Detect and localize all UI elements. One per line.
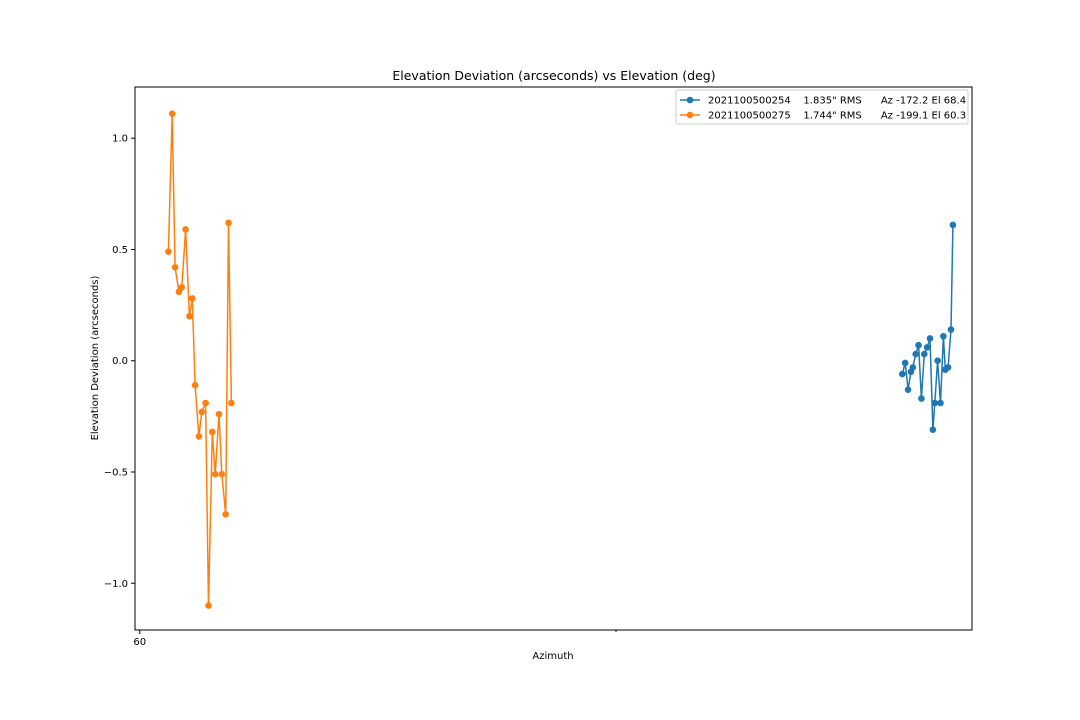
data-point: [198, 408, 206, 416]
data-point: [209, 428, 216, 436]
data-point: [171, 263, 179, 271]
legend-label: 2021100500254 1.835" RMS Az -172.2 El 68…: [708, 96, 966, 107]
data-point: [901, 359, 909, 367]
data-point: [182, 226, 189, 233]
data-point: [215, 410, 223, 418]
legend-entry: 2021100500254 1.835" RMS Az -172.2 El 68…: [680, 96, 966, 107]
y-tick-label: −1.0: [104, 579, 128, 590]
data-point: [912, 350, 919, 358]
chart-title: Elevation Deviation (arcseconds) vs Elev…: [392, 68, 715, 83]
y-tick-label: 0.0: [112, 356, 128, 367]
series-2: [165, 110, 235, 609]
y-axis-label: Elevation Deviation (arcseconds): [90, 275, 101, 440]
data-point: [918, 395, 925, 402]
axes-frame: [134, 86, 973, 631]
legend-label: 2021100500275 1.744" RMS Az -199.1 El 60…: [708, 111, 966, 122]
data-point: [168, 110, 176, 118]
data-point: [205, 602, 212, 609]
data-point: [940, 332, 947, 340]
data-point: [211, 470, 219, 478]
data-point: [923, 344, 931, 351]
plot-area: [165, 110, 957, 609]
data-point: [191, 381, 199, 389]
data-point: [225, 219, 232, 227]
data-point: [228, 399, 235, 407]
data-point: [934, 357, 941, 365]
y-axis: −1.0 −0.5 0.0 0.5 1.0: [104, 134, 135, 590]
x-axis: 60: [133, 630, 617, 648]
data-point: [949, 221, 957, 229]
x-tick-label: 60: [133, 637, 146, 648]
data-point: [929, 426, 937, 434]
series-1: [899, 221, 957, 434]
data-point: [899, 370, 906, 378]
data-point: [915, 341, 922, 349]
data-point: [188, 295, 196, 302]
data-point: [178, 283, 186, 291]
data-point: [909, 364, 917, 371]
data-point: [931, 399, 939, 407]
y-tick-label: 0.5: [112, 245, 128, 256]
legend-marker: [686, 111, 694, 119]
data-point: [944, 364, 952, 371]
data-point: [202, 399, 209, 407]
data-point: [186, 312, 193, 320]
data-point: [195, 433, 203, 440]
data-point: [165, 248, 172, 255]
data-point: [937, 399, 944, 407]
series-line: [167, 113, 233, 606]
data-point: [904, 386, 912, 393]
series-line: [901, 224, 954, 430]
data-point: [218, 470, 226, 478]
data-point: [947, 326, 955, 333]
x-axis-label: Azimuth: [532, 651, 573, 662]
legend-box: [675, 89, 969, 125]
data-point: [920, 350, 928, 358]
y-tick-label: −0.5: [104, 467, 128, 478]
y-tick-label: 1.0: [112, 134, 128, 145]
legend: 2021100500254 1.835" RMS Az -172.2 El 68…: [675, 89, 969, 125]
legend-entry: 2021100500275 1.744" RMS Az -199.1 El 60…: [680, 111, 966, 122]
legend-marker: [686, 96, 694, 104]
data-point: [926, 335, 934, 342]
data-point: [222, 510, 229, 518]
